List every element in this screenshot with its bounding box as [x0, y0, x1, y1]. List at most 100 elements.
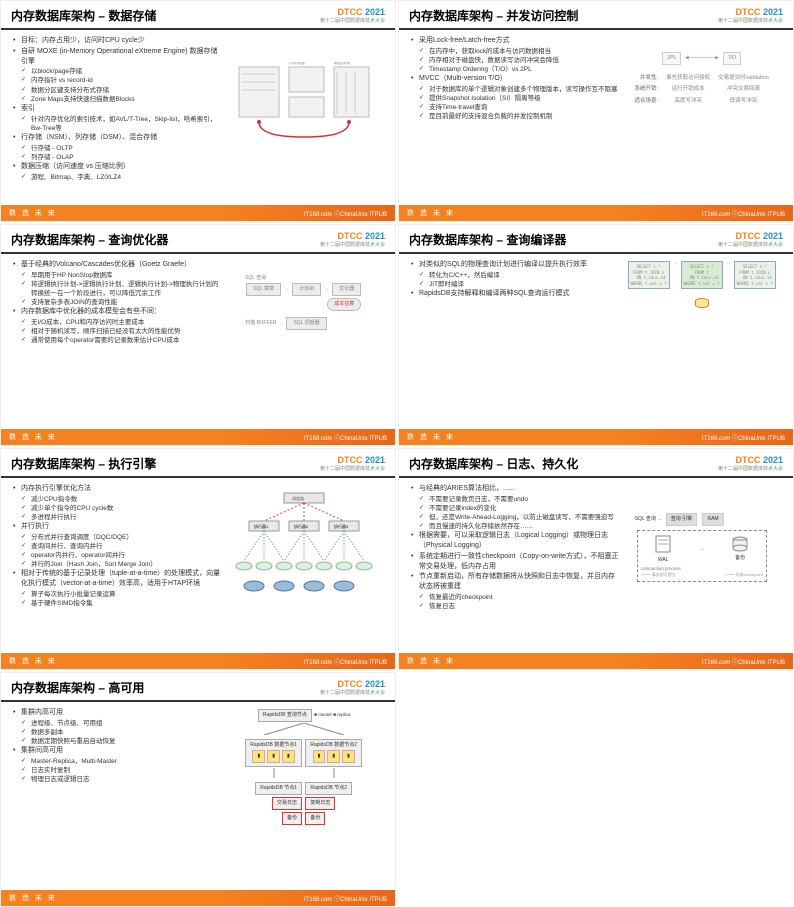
bullet-item: 数据分区键支持分布式存储: [11, 86, 222, 95]
bullets-s6: 与经典的ARIES算法相比，......不需要记录数页日志，不需要undo不需要…: [409, 484, 620, 611]
bullet-item: 但，还是Write-Ahead-Logging，以防止磁盘读写，不需要强迫写: [409, 513, 620, 522]
concurrency-diagram: 2PL ◄───────► T/O 并发性:事先获取访问授权交易提交时valid…: [631, 50, 773, 108]
bullet-item: 支持Time-travel查询: [409, 103, 620, 112]
bullet-item: 目标：内存占用少，访问时CPU cycle少: [11, 36, 222, 46]
bullet-item: 针对内存优化的索引技术，如AVL/T-Tree，Skip-list，哈希索引，B…: [11, 115, 222, 133]
slide-title: 内存数据库架构 – 日志、持久化: [409, 455, 578, 472]
event-logo: DTCC 2021 第十二届中国数据库技术大会: [718, 7, 783, 24]
event-logo: DTCC 2021 第十二届中国数据库技术大会: [320, 7, 385, 24]
slide-title: 内存数据库架构 – 执行引擎: [11, 455, 156, 472]
bullet-item: 内存数据库中优化器的成本模型会有些不同：: [11, 307, 222, 317]
bullet-item: 查询间并行、查询内并行: [11, 542, 222, 551]
bullet-item: 行存储（NSM）、列存储（DSM）、混合存储: [11, 133, 222, 143]
bullet-item: 对类似的SQL的物理查询计划进行编译以提升执行效率: [409, 260, 620, 270]
slide-engine: 内存数据库架构 – 执行引擎 DTCC 2021第十二届中国数据库技术大会 内存…: [0, 448, 396, 670]
bullet-item: 集群内高可用: [11, 708, 222, 718]
bullet-item: 相对于传统的基于记录处理（tuple-at-a-time）的处理模式，向量化执行…: [11, 569, 222, 589]
slide-optimizer: 内存数据库架构 – 查询优化器 DTCC 2021第十二届中国数据库技术大会 基…: [0, 224, 396, 446]
bullet-item: JIT即时编译: [409, 280, 620, 289]
bullet-item: 并行执行: [11, 522, 222, 532]
compare-table: 并发性:事先获取访问授权交易提交时validation 系统开销:运行开销成本冲…: [631, 73, 773, 108]
svg-text:执行器1: 执行器1: [254, 523, 269, 529]
svg-text:内存数据: 内存数据: [289, 62, 305, 65]
bullet-item: 减少单个指令的CPU cycle数: [11, 504, 222, 513]
compiler-diagram: SELECT c.* FROM t JOIN s ON t.id=s.id WH…: [627, 260, 777, 311]
slide-footer: 数 造 未 来 IT168.com ⓘChinaUnix ITPUB: [1, 205, 395, 221]
logging-diagram: SQL 查询 → 查询 引擎 RAM WAL → 备份: [635, 511, 769, 584]
slide-title: 内存数据库架构 – 数据存储: [11, 7, 156, 24]
bullet-item: 行存储 - OLTP: [11, 144, 222, 153]
bullet-item: 与经典的ARIES算法相比，......: [409, 484, 620, 494]
bullet-item: 对于数据库的单个逻辑对象创建多个物理版本，读写操作互不阻塞: [409, 85, 620, 94]
engine-diagram: 调度器 执行器1 执行器2 执行器3: [224, 491, 384, 601]
bullet-item: 以block/page存储: [11, 67, 222, 76]
bullet-item: Zone Maps支持快速扫描数据Blocks: [11, 95, 222, 104]
bullets-s5: 内存执行引擎优化方法减少CPU指令数减少单个指令的CPU cycle数多进程并行…: [11, 484, 222, 608]
bullets-s7: 集群内高可用进程级、节点级、可用组数据多副本数据定期快照与重启自动恢复集群间高可…: [11, 708, 222, 784]
bullet-item: 内存相对于磁盘快，数据读写访问冲突会降低: [409, 56, 620, 65]
bullet-item: 算子每次执行小批量记录运算: [11, 590, 222, 599]
bullet-item: operator内并行、operator间并行: [11, 551, 222, 560]
bullet-item: 索引: [11, 104, 222, 114]
optimizer-diagram: SQL 查询 SQL 算数→ 计划树→ 优化器 成本估算 扫描 BUFFER →…: [245, 275, 362, 331]
ha-diagram: RapidsDB 查询节点 ■ master ■ replica RapidsD…: [244, 708, 364, 826]
bullet-item: 提供Snapshot Isolation（SI）隔离等级: [409, 94, 620, 103]
bullets-s4: 对类似的SQL的物理查询计划进行编译以提升执行效率转化为C/C++，然后编译JI…: [409, 260, 620, 299]
bullet-item: 数据定期快照与重启自动恢复: [11, 737, 222, 746]
bullet-item: 日志实时复制: [11, 766, 222, 775]
bullet-item: 而且慢速的持久化存储依然存在……: [409, 522, 620, 531]
bullet-item: 相对于随机读写，顺序扫描已经没有太大的性能优势: [11, 327, 222, 336]
bullets-s3: 基于经典的Volcano/Cascades优化器（Goetz Graefe）早期…: [11, 260, 222, 345]
svg-text:调度器: 调度器: [292, 495, 304, 501]
bullet-item: 在内存中，获取lock的成本与访问数据相当: [409, 47, 620, 56]
slide-logging: 内存数据库架构 – 日志、持久化 DTCC 2021第十二届中国数据库技术大会 …: [398, 448, 794, 670]
bullet-item: 内存执行引擎优化方法: [11, 484, 222, 494]
bullet-item: 减少CPU指令数: [11, 495, 222, 504]
svg-text:磁盘存储: 磁盘存储: [334, 62, 350, 65]
slide-title: 内存数据库架构 – 查询优化器: [11, 231, 168, 248]
bullet-item: 进程级、节点级、可用组: [11, 719, 222, 728]
bullet-item: 节点重新启动，所有存储数据将从快照和日志中恢复，并且内存状态将被重建: [409, 572, 620, 592]
bullet-item: 分布式并行查询调度（DQC/DQE）: [11, 533, 222, 542]
bullet-item: 数据压缩（访问速度 vs 压缩比例）: [11, 162, 222, 172]
bullets-s2: 采用Lock-free/Latch-free方式在内存中，获取lock的成本与访…: [409, 36, 620, 121]
bullet-item: 自研 MOXE (in-Memory Operational eXtreme E…: [11, 47, 222, 67]
bullets-s1: 目标：内存占用少，访问时CPU cycle少自研 MOXE (in-Memory…: [11, 36, 222, 182]
bullet-item: 早期用于HP NonStop数据库: [11, 271, 222, 280]
storage-diagram: 内存数据 磁盘存储: [234, 62, 374, 155]
bullet-item: 恢复最近的checkpoint: [409, 593, 620, 602]
bullet-item: Master-Replica，Multi-Master: [11, 757, 222, 766]
svg-text:执行器2: 执行器2: [294, 523, 309, 529]
bullet-item: RapidsDB支持解释和编译两种SQL查询运行模式: [409, 289, 620, 299]
bullet-item: 将逻辑执行计划->逻辑执行计划、逻辑执行计划->物理执行计划的转换统一在一个阶段…: [11, 280, 222, 298]
bullet-item: 系统定期进行一致性checkpoint（Copy-on-write方式），不阻塞…: [409, 552, 620, 572]
slide-title: 内存数据库架构 – 高可用: [11, 679, 144, 696]
bullet-item: 物理日志或逻辑日志: [11, 775, 222, 784]
bullet-item: 多进程并行执行: [11, 513, 222, 522]
slide-grid: 内存数据库架构 – 数据存储 DTCC 2021 第十二届中国数据库技术大会 目…: [0, 0, 794, 907]
bullet-item: 根据需要，可以采取逻辑日志（Logical Logging）或物理日志（Phys…: [409, 531, 620, 551]
bullet-item: 不需要记录index的变化: [409, 504, 620, 513]
bullet-item: 列存储 - OLAP: [11, 153, 222, 162]
slide-title: 内存数据库架构 – 查询编译器: [409, 231, 566, 248]
bullet-item: 基于经典的Volcano/Cascades优化器（Goetz Graefe）: [11, 260, 222, 270]
bullet-item: 游程、Bitmap、字典、LZ0/LZ4: [11, 173, 222, 182]
title-bar: 内存数据库架构 – 数据存储 DTCC 2021 第十二届中国数据库技术大会: [1, 1, 395, 30]
svg-text:执行器3: 执行器3: [334, 523, 349, 529]
bullet-item: 基于硬件SIMD指令集: [11, 599, 222, 608]
bullet-item: 不需要记录数页日志，不需要undo: [409, 495, 620, 504]
slide-concurrency: 内存数据库架构 – 并发访问控制 DTCC 2021 第十二届中国数据库技术大会…: [398, 0, 794, 222]
bullet-item: 数据多副本: [11, 728, 222, 737]
bullet-item: 通常使用每个operator需要的记录数来估计CPU成本: [11, 336, 222, 345]
bullet-item: 采用Lock-free/Latch-free方式: [409, 36, 620, 46]
bullet-item: 支持复杂多表JOIN的查询性能: [11, 298, 222, 307]
bullet-item: 转化为C/C++，然后编译: [409, 271, 620, 280]
bullet-item: 集群间高可用: [11, 746, 222, 756]
bullet-item: 内存指针 vs record-id: [11, 76, 222, 85]
bullet-item: 是目前最好的支持混合负载的并发控制机制: [409, 112, 620, 121]
bullet-item: Timestamp Ordering（T/O）vs 2PL: [409, 65, 620, 74]
bullet-item: 并行的Join（Hash Join，Sort Merge Join）: [11, 560, 222, 569]
slide-title: 内存数据库架构 – 并发访问控制: [409, 7, 578, 24]
bullet-item: 恢复日志: [409, 602, 620, 611]
slide-ha: 内存数据库架构 – 高可用 DTCC 2021第十二届中国数据库技术大会 集群内…: [0, 672, 396, 907]
